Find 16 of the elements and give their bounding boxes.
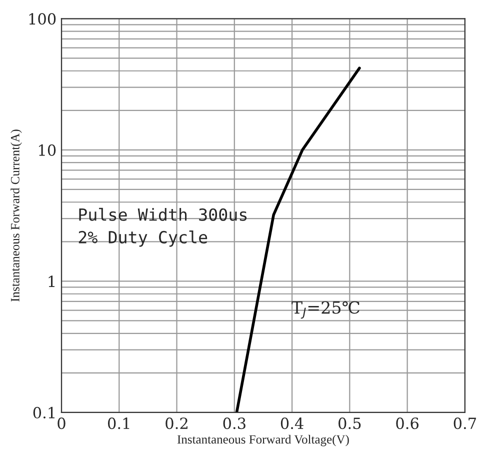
y-tick-label: 100 <box>29 13 56 25</box>
annotation: T$_{J}$=25℃ <box>292 301 360 319</box>
y-tick-label: 1 <box>48 276 54 287</box>
x-tick-label: 0.2 <box>166 418 188 430</box>
x-tick-label: 0.5 <box>338 418 361 430</box>
y-axis-title: Instantaneous Forward Current(A) <box>10 130 22 302</box>
x-axis-title: Instantaneous Forward Voltage(V) <box>177 434 349 446</box>
x-tick-label: 0.6 <box>396 418 418 430</box>
annotation: Pulse Width 300us 2% Duty Cycle <box>78 208 247 247</box>
x-tick-label: 0.7 <box>454 418 476 430</box>
y-tick-label: 10 <box>39 144 56 156</box>
x-tick-label: 0.1 <box>108 418 130 430</box>
x-tick-label: 0.3 <box>223 418 246 430</box>
x-tick-label: 0.4 <box>280 418 304 430</box>
x-tick-label: 0 <box>58 418 66 430</box>
y-tick-label: 0.1 <box>33 406 54 418</box>
